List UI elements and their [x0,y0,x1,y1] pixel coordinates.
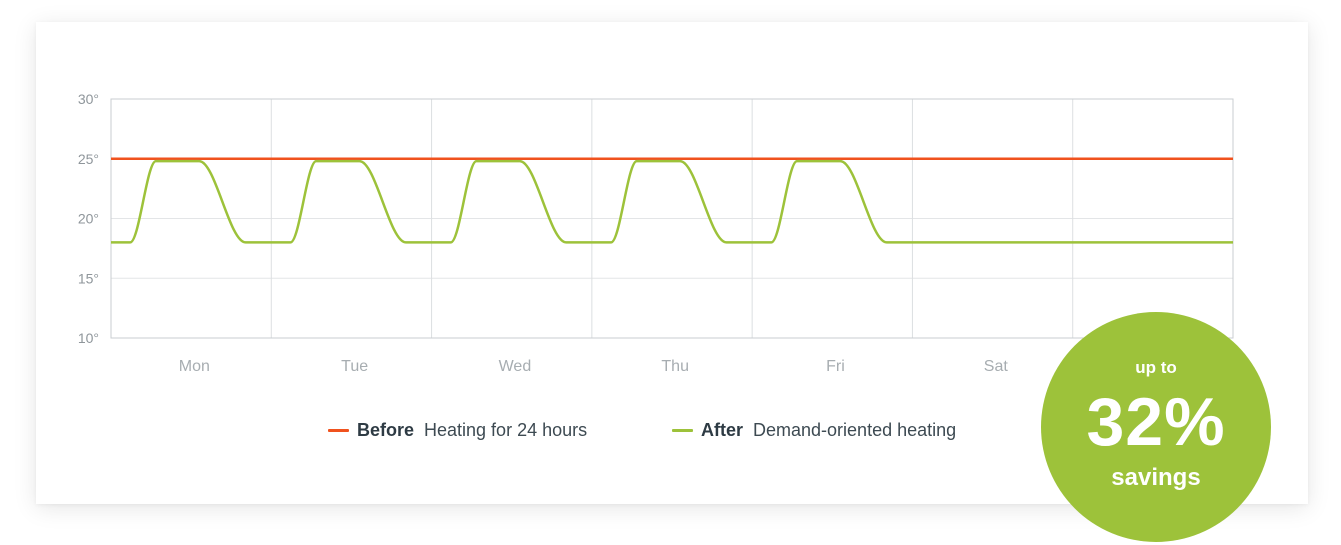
x-tick-label-thu: Thu [661,358,689,375]
x-tick-label-fri: Fri [826,358,845,375]
y-tick-label-3: 25° [78,151,99,167]
y-tick-label-0: 10° [78,330,99,346]
series-line-after [111,159,1233,244]
x-axis-ticks: MonTueWedThuFriSatSun [179,358,1171,375]
legend-desc-before: Heating for 24 hours [424,420,588,440]
grid [110,98,1234,339]
x-tick-label-mon: Mon [179,358,210,375]
legend-swatch-after [672,429,693,432]
badge-top-text: up to [1135,358,1177,377]
legend-item-after: After Demand-oriented heating [672,420,956,441]
x-tick-label-tue: Tue [341,358,368,375]
legend-name-before: Before [357,420,415,440]
legend-desc-after: Demand-oriented heating [753,420,957,440]
legend-item-before: Before Heating for 24 hours [328,420,587,441]
legend-swatch-before [328,429,349,432]
y-tick-label-1: 15° [78,270,99,286]
series-lines [111,157,1233,244]
y-axis-ticks: 10° 15° 20° 25° 30° [78,91,99,346]
savings-badge: up to 32% savings [1041,312,1271,542]
badge-bottom-text: savings [1111,464,1201,491]
y-tick-label-4: 30° [78,91,99,107]
x-tick-label-sat: Sat [984,358,1009,375]
x-tick-label-wed: Wed [499,358,532,375]
legend-name-after: After [701,420,744,440]
legend: Before Heating for 24 hours After Demand… [0,420,1341,444]
y-tick-label-2: 20° [78,211,99,227]
plot-border [110,98,1234,339]
badge-percentage: 32% [1086,384,1226,460]
